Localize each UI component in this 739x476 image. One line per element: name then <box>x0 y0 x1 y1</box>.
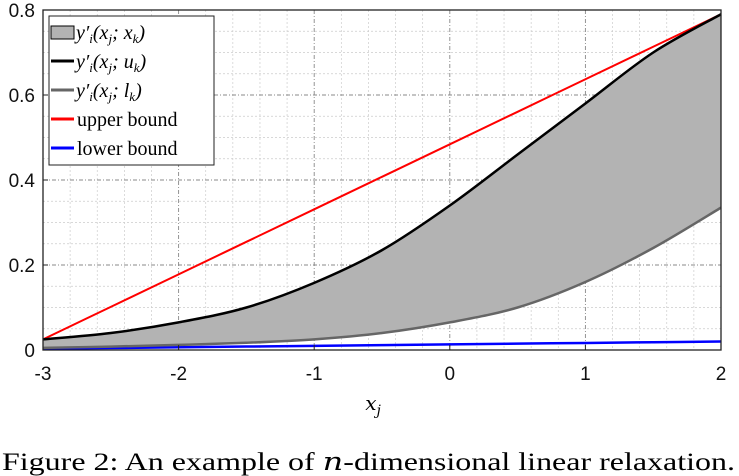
legend-label-lower: lower bound <box>77 138 178 160</box>
curve-u-k <box>42 13 722 341</box>
y-tick-label: 0 <box>24 341 35 362</box>
lower-bound-line <box>42 340 722 350</box>
y-tick-label: 0.6 <box>9 86 35 107</box>
legend-label-upper: upper bound <box>77 109 178 131</box>
curve-l-k <box>42 206 722 350</box>
legend-label-fill: y′i(xj; xk) <box>74 22 145 46</box>
x-tick-label: 2 <box>716 364 727 385</box>
fill-area-x-k <box>43 14 721 348</box>
upper-bound-line <box>42 13 722 341</box>
x-axis-label: xj <box>365 391 381 419</box>
legend: y′i(xj; xk) y′i(xj; uk) y′i(xj; lk) uppe… <box>48 15 215 166</box>
x-tick-label: 1 <box>580 364 591 385</box>
legend-swatch-fill <box>50 25 75 40</box>
y-tick-label: 0.4 <box>9 171 36 192</box>
y-tick-label: 0.8 <box>9 1 35 22</box>
figure-caption: Figure 2: An example of n -dimensional li… <box>2 447 735 476</box>
x-tick-label: -3 <box>35 364 52 385</box>
y-tick-label: 0.2 <box>9 256 35 277</box>
x-tick-label: -2 <box>170 364 187 385</box>
x-tick-label: 0 <box>445 364 456 385</box>
legend-label-l: y′i(xj; lk) <box>74 80 142 104</box>
x-tick-label: -1 <box>306 364 323 385</box>
